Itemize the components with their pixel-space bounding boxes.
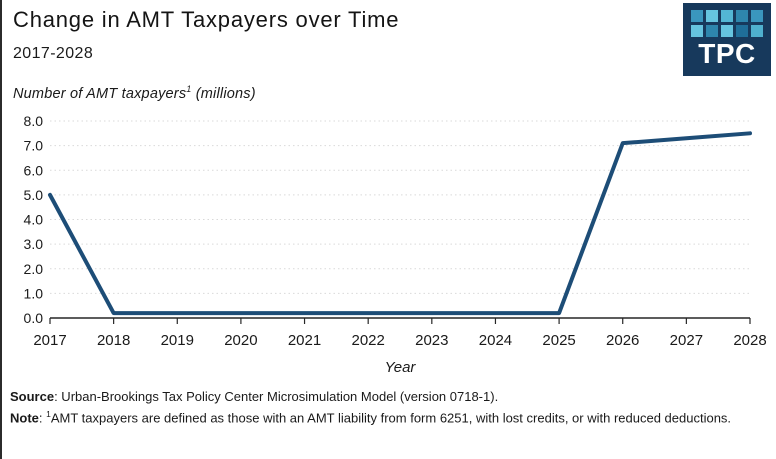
x-tick-label: 2028 xyxy=(733,332,766,349)
x-tick-label: 2027 xyxy=(670,332,703,349)
y-tick-label: 5.0 xyxy=(24,187,44,203)
logo-square xyxy=(736,25,748,37)
y-tick-label: 4.0 xyxy=(24,212,44,228)
x-tick-label: 2018 xyxy=(97,332,130,349)
y-tick-label: 7.0 xyxy=(24,138,44,154)
amt-line-chart: 0.0 1.0 2.0 3.0 4.0 5.0 6.0 7.0 8.0 2017 2018 2019 2… xyxy=(24,113,767,349)
tpc-logo-squares-icon xyxy=(691,10,763,37)
x-tick-label: 2026 xyxy=(606,332,639,349)
y-axis-note-units: (millions) xyxy=(191,85,256,102)
logo-square xyxy=(706,25,718,37)
y-tick-label: 3.0 xyxy=(24,236,44,252)
source-label: Source xyxy=(10,389,55,404)
y-tick-label: 2.0 xyxy=(24,261,44,277)
note-footnote-marker: 1 xyxy=(46,408,51,419)
note-colon: : xyxy=(38,409,47,425)
x-tick-label: 2019 xyxy=(161,332,194,349)
y-tick-label: 0.0 xyxy=(24,310,44,326)
logo-square xyxy=(691,25,703,37)
x-tick-label: 2020 xyxy=(224,332,257,349)
x-tick-label: 2021 xyxy=(288,332,321,349)
y-axis-note: Number of AMT taxpayers1 (millions) xyxy=(13,84,256,102)
logo-square xyxy=(691,10,703,22)
y-axis-note-footnote-marker: 1 xyxy=(186,84,192,94)
amt-taxpayers-series-line xyxy=(48,131,752,316)
tpc-logo: TPC xyxy=(683,3,771,76)
x-tick-label: 2017 xyxy=(33,332,66,349)
y-axis-note-text: Number of AMT taxpayers xyxy=(13,85,187,102)
footnotes: Source: Urban-Brookings Tax Policy Cente… xyxy=(10,388,732,426)
logo-square xyxy=(721,25,733,37)
y-tick-label: 8.0 xyxy=(24,113,44,129)
window-left-edge xyxy=(0,0,2,459)
x-tick-label: 2024 xyxy=(479,332,512,349)
logo-square xyxy=(721,10,733,22)
x-axis-title: Year xyxy=(384,359,416,376)
logo-square xyxy=(706,10,718,22)
note-label: Note xyxy=(10,409,39,425)
note-text: AMT taxpayers are defined as those with … xyxy=(50,409,732,425)
y-tick-label: 1.0 xyxy=(24,285,44,301)
note-line: Note: 1AMT taxpayers are defined as thos… xyxy=(10,406,732,427)
page-subtitle: 2017-2028 xyxy=(13,45,94,62)
source-text: : Urban-Brookings Tax Policy Center Micr… xyxy=(54,389,499,404)
source-line: Source: Urban-Brookings Tax Policy Cente… xyxy=(10,388,732,406)
x-tick-label: 2022 xyxy=(351,332,384,349)
logo-square xyxy=(751,25,763,37)
tpc-logo-text: TPC xyxy=(698,38,756,69)
logo-square xyxy=(751,10,763,22)
y-tick-label: 6.0 xyxy=(24,162,44,178)
x-tick-label: 2023 xyxy=(415,332,448,349)
x-tick-label: 2025 xyxy=(542,332,575,349)
page-title: Change in AMT Taxpayers over Time xyxy=(13,7,400,32)
logo-square xyxy=(736,10,748,22)
